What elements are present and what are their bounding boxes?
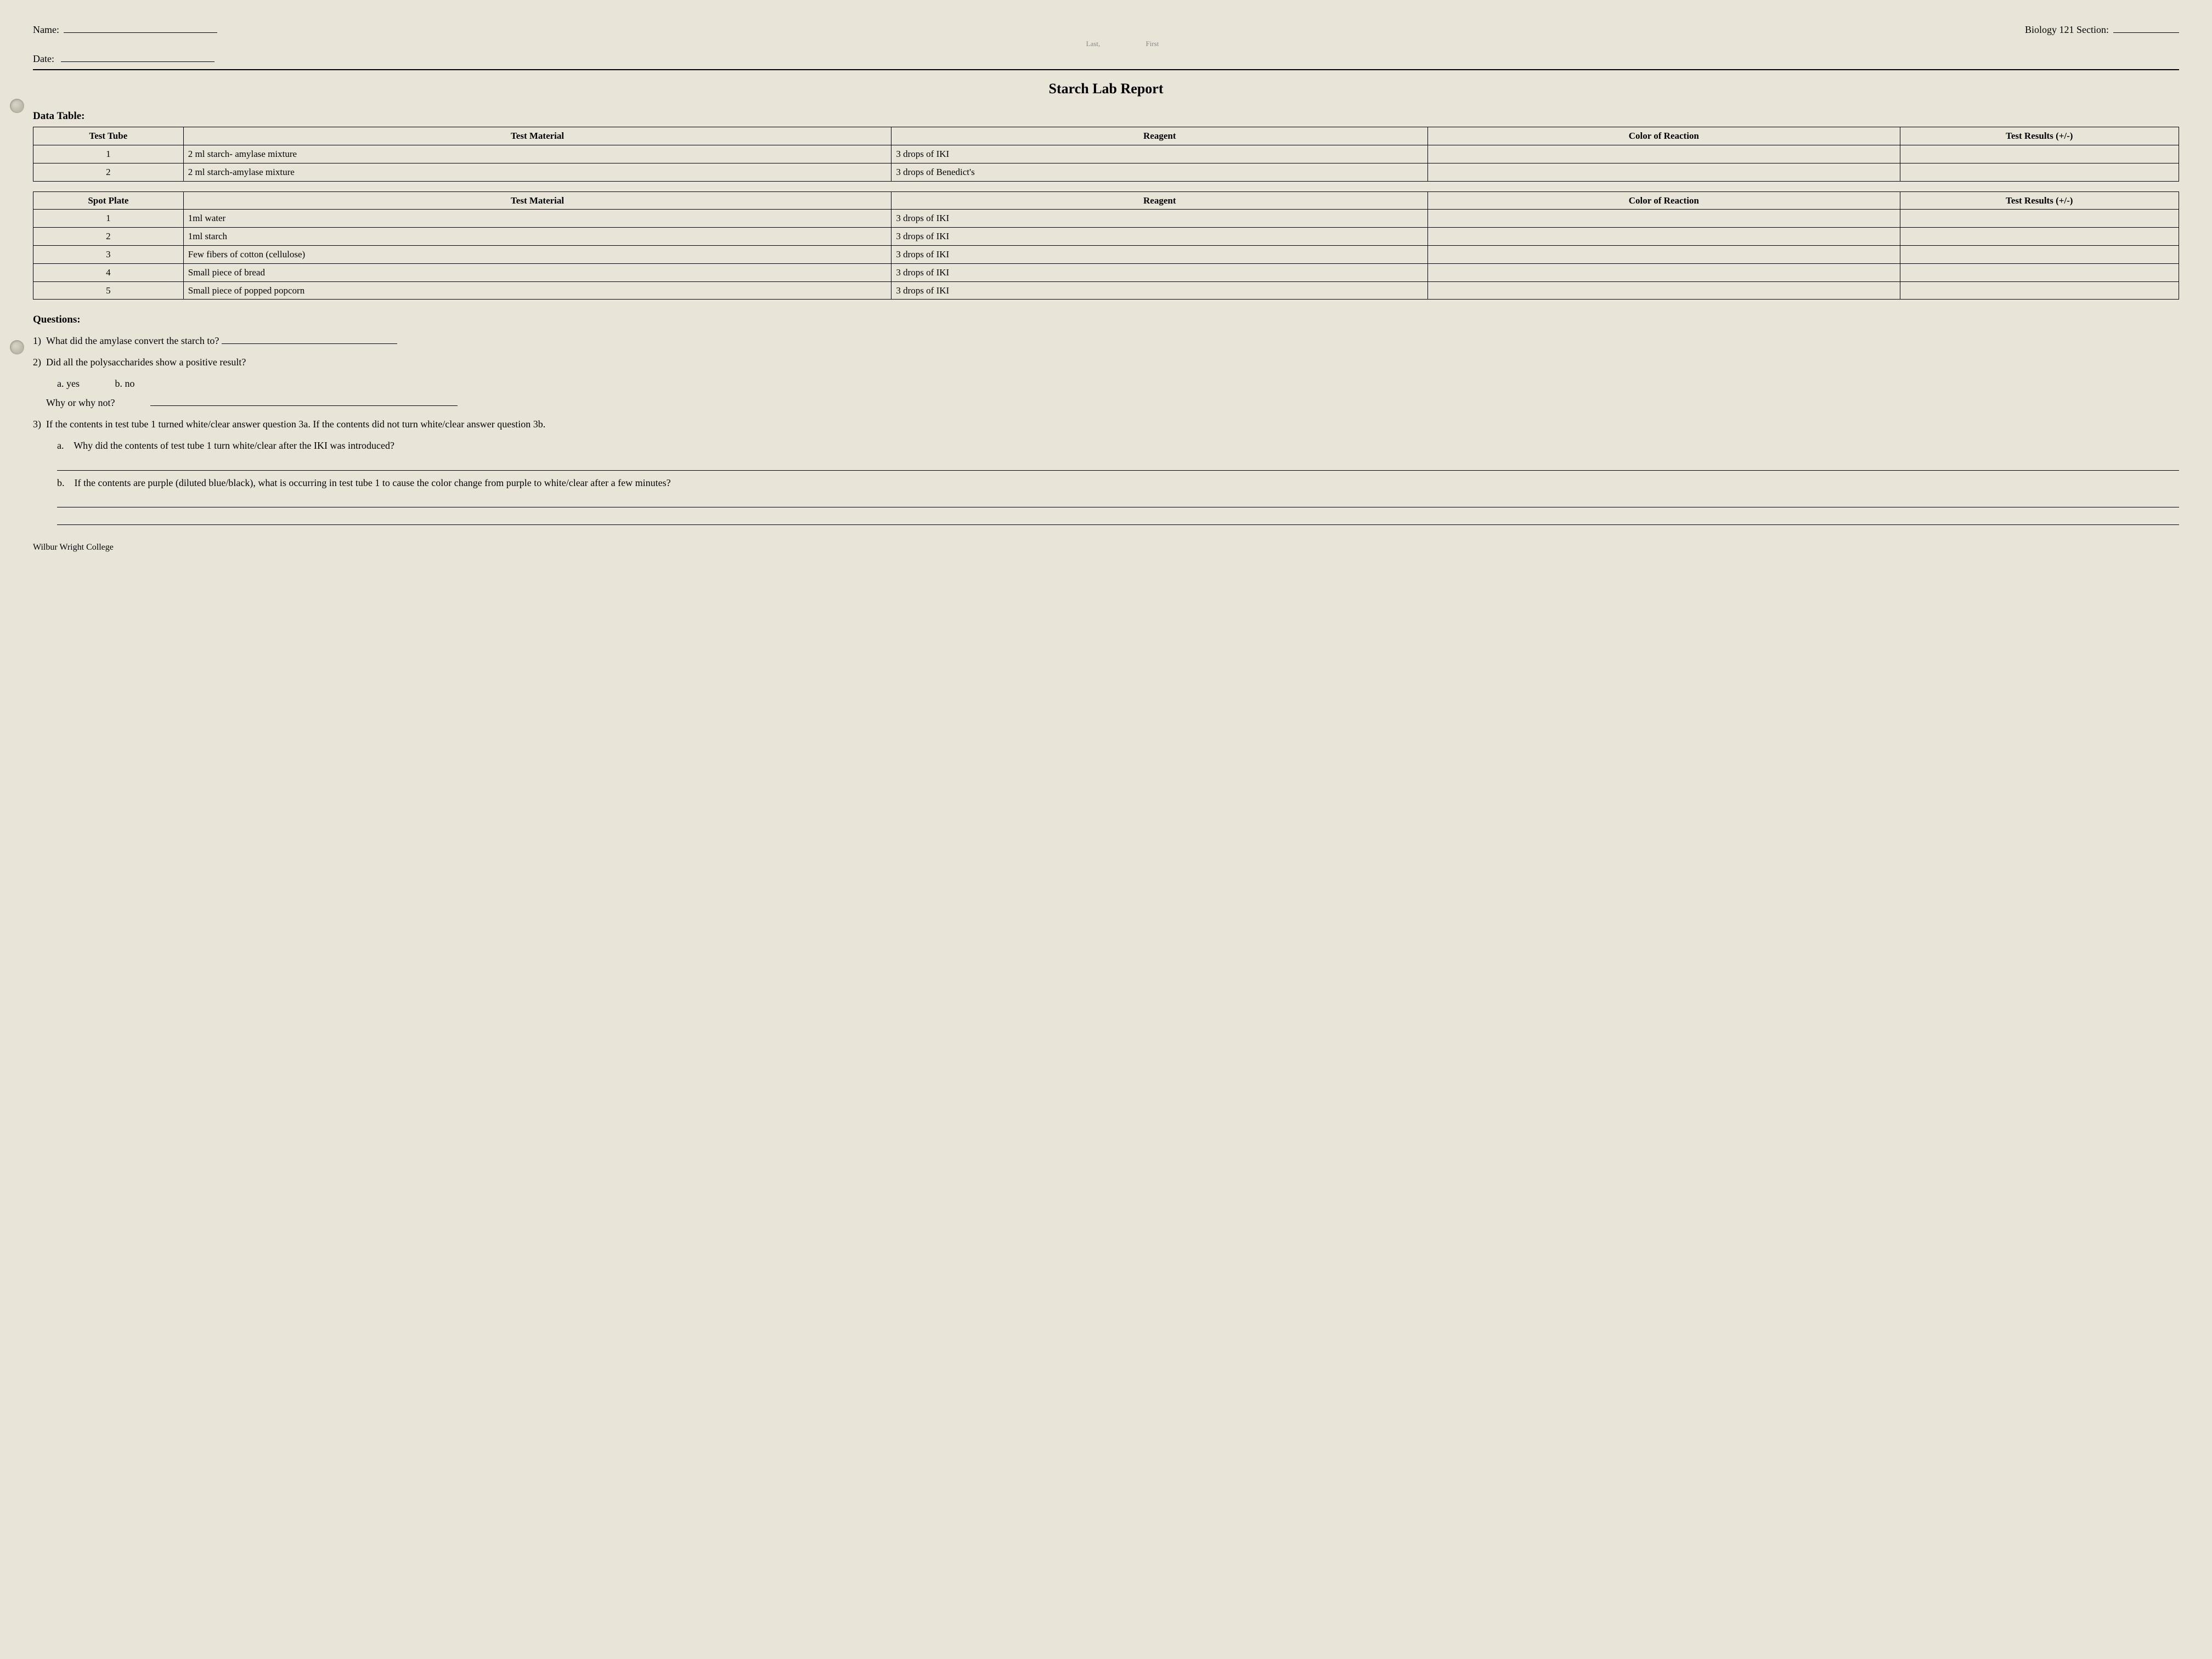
date-label: Date: (33, 53, 54, 64)
t2-h1: Test Material (183, 191, 891, 210)
spot-plate-cell: 2 (33, 228, 184, 246)
test-tube-cell: 2 ml starch-amylase mixture (183, 163, 891, 181)
name-blank[interactable] (64, 22, 217, 33)
t2-h2: Reagent (891, 191, 1428, 210)
punch-hole (10, 99, 24, 113)
question-3: 3)If the contents in test tube 1 turned … (33, 417, 2179, 431)
q3a-label: a. (57, 440, 64, 451)
footer: Wilbur Wright College (33, 541, 2179, 554)
table-row: 21ml starch3 drops of IKI (33, 228, 2179, 246)
question-1: 1)What did the amylase convert the starc… (33, 333, 2179, 348)
spot-plate-cell[interactable] (1428, 281, 1900, 300)
q3a-answer-line[interactable] (57, 459, 2179, 471)
test-tube-cell[interactable] (1900, 145, 2179, 163)
header-row-1: Name: Biology 121 Section: (33, 22, 2179, 37)
punch-hole (10, 340, 24, 354)
q3-text: If the contents in test tube 1 turned wh… (46, 419, 545, 430)
table-row: 5Small piece of popped popcorn3 drops of… (33, 281, 2179, 300)
section-blank[interactable] (2113, 22, 2179, 33)
name-hint: Last, First (66, 39, 2179, 49)
spot-plate-cell: 4 (33, 263, 184, 281)
spot-plate-cell: 3 drops of IKI (891, 263, 1428, 281)
test-tube-cell: 2 (33, 163, 184, 181)
spot-plate-cell: 1ml starch (183, 228, 891, 246)
q2-why-blank[interactable] (150, 395, 458, 406)
spot-plate-cell: 3 drops of IKI (891, 245, 1428, 263)
t1-h1: Test Material (183, 127, 891, 145)
test-tube-table: Test Tube Test Material Reagent Color of… (33, 127, 2179, 181)
table-row: 11ml water3 drops of IKI (33, 210, 2179, 228)
t1-h2: Reagent (891, 127, 1428, 145)
test-tube-cell[interactable] (1900, 163, 2179, 181)
spot-plate-cell[interactable] (1428, 228, 1900, 246)
test-tube-cell[interactable] (1428, 163, 1900, 181)
spot-plate-cell[interactable] (1428, 245, 1900, 263)
spot-plate-cell[interactable] (1428, 210, 1900, 228)
last-hint: Last, (1086, 40, 1101, 48)
table-row: 4Small piece of bread3 drops of IKI (33, 263, 2179, 281)
questions-section: Questions: 1)What did the amylase conver… (33, 313, 2179, 525)
q1-text: What did the amylase convert the starch … (46, 335, 219, 346)
t2-h0: Spot Plate (33, 191, 184, 210)
spot-plate-cell: 3 drops of IKI (891, 281, 1428, 300)
test-tube-cell: 1 (33, 145, 184, 163)
table-row: 12 ml starch- amylase mixture3 drops of … (33, 145, 2179, 163)
spot-plate-cell[interactable] (1900, 228, 2179, 246)
spot-plate-cell: 1ml water (183, 210, 891, 228)
t1-h4: Test Results (+/-) (1900, 127, 2179, 145)
t2-h3: Color of Reaction (1428, 191, 1900, 210)
name-label: Name: (33, 23, 59, 37)
report-title: Starch Lab Report (33, 79, 2179, 99)
q2-options: a. yes b. no (57, 377, 2179, 391)
table-row: 3Few fibers of cotton (cellulose)3 drops… (33, 245, 2179, 263)
q2-why: Why or why not? (46, 395, 2179, 410)
t1-h0: Test Tube (33, 127, 184, 145)
first-hint: First (1146, 40, 1159, 48)
spot-plate-cell: 1 (33, 210, 184, 228)
spot-plate-cell: 3 drops of IKI (891, 210, 1428, 228)
q3b-answer-line-2[interactable] (57, 513, 2179, 525)
q2-text: Did all the polysaccharides show a posit… (46, 357, 246, 368)
spot-plate-cell[interactable] (1428, 263, 1900, 281)
test-tube-cell: 2 ml starch- amylase mixture (183, 145, 891, 163)
table-row: 22 ml starch-amylase mixture3 drops of B… (33, 163, 2179, 181)
q3b-label: b. (57, 477, 65, 488)
data-table-label: Data Table: (33, 109, 2179, 124)
question-2: 2)Did all the polysaccharides show a pos… (33, 356, 2179, 369)
q3b-answer-line-1[interactable] (57, 495, 2179, 507)
q2-opt-b[interactable]: b. no (115, 378, 134, 389)
divider (33, 69, 2179, 70)
q3a-text: Why did the contents of test tube 1 turn… (74, 440, 394, 451)
spot-plate-cell: Few fibers of cotton (cellulose) (183, 245, 891, 263)
spot-plate-table: Spot Plate Test Material Reagent Color o… (33, 191, 2179, 300)
spot-plate-cell: Small piece of bread (183, 263, 891, 281)
spot-plate-cell: 5 (33, 281, 184, 300)
spot-plate-cell: 3 drops of IKI (891, 228, 1428, 246)
test-tube-cell: 3 drops of IKI (891, 145, 1428, 163)
q3b-text: If the contents are purple (diluted blue… (75, 477, 671, 488)
spot-plate-cell: 3 (33, 245, 184, 263)
q2-opt-a[interactable]: a. yes (57, 378, 80, 389)
header-row-2: Date: (33, 51, 2179, 66)
test-tube-cell: 3 drops of Benedict's (891, 163, 1428, 181)
spot-plate-cell[interactable] (1900, 263, 2179, 281)
question-3b: b. If the contents are purple (diluted b… (57, 476, 2179, 490)
spot-plate-cell[interactable] (1900, 210, 2179, 228)
test-tube-cell[interactable] (1428, 145, 1900, 163)
questions-title: Questions: (33, 313, 2179, 328)
section-label: Biology 121 Section: (2025, 23, 2109, 37)
question-3a: a. Why did the contents of test tube 1 t… (57, 439, 2179, 453)
q2-why-text: Why or why not? (46, 397, 115, 408)
spot-plate-cell[interactable] (1900, 281, 2179, 300)
t2-h4: Test Results (+/-) (1900, 191, 2179, 210)
t1-h3: Color of Reaction (1428, 127, 1900, 145)
date-blank[interactable] (61, 51, 215, 62)
spot-plate-cell[interactable] (1900, 245, 2179, 263)
spot-plate-cell: Small piece of popped popcorn (183, 281, 891, 300)
q1-blank[interactable] (222, 333, 397, 344)
